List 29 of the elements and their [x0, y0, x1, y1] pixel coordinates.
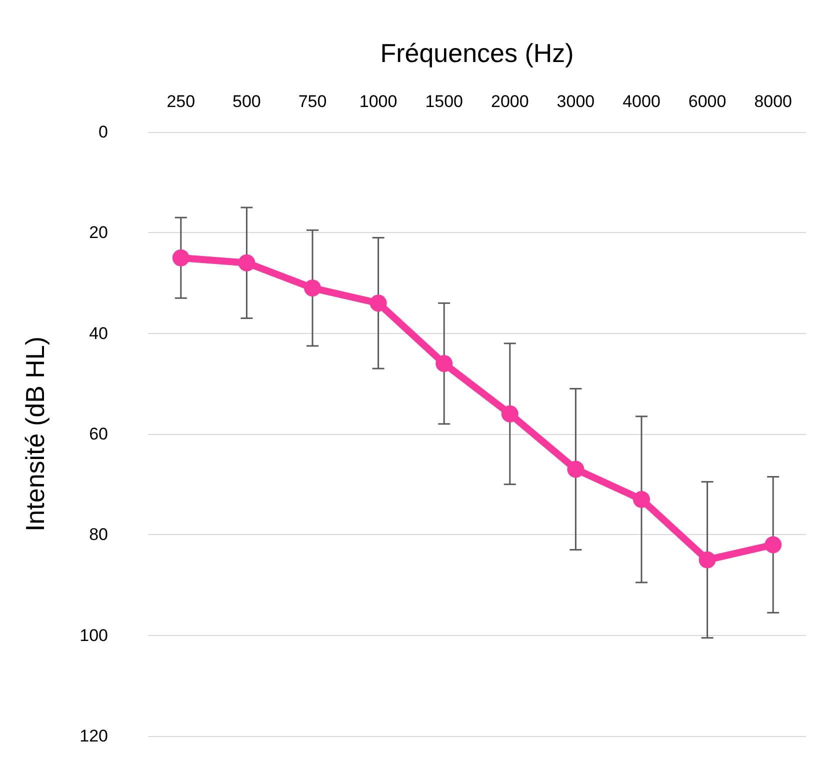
point: [501, 405, 518, 422]
x-tick-label: 2000: [490, 92, 529, 111]
point: [172, 249, 190, 266]
x-tick-label: 6000: [688, 92, 726, 111]
y-tick-label: 20: [89, 223, 108, 242]
x-tick-label: 1000: [359, 92, 398, 111]
y-tick-label: 80: [89, 525, 108, 544]
x-tick-label: 3000: [556, 92, 595, 111]
y-axis-title: Intensité (dB HL): [20, 336, 50, 532]
x-tick-label: 750: [298, 92, 327, 111]
point: [436, 355, 453, 372]
x-tick-label: 250: [166, 92, 196, 111]
y-tick-label: 120: [80, 726, 108, 746]
point: [698, 551, 716, 568]
x-tick-label: 4000: [622, 92, 660, 111]
x-tick-label: 8000: [754, 92, 792, 111]
point: [567, 460, 584, 478]
point: [238, 254, 256, 272]
x-tick-label: 1500: [425, 92, 464, 111]
y-tick-label: 40: [89, 324, 108, 343]
x-axis-title: Fréquences (Hz): [380, 38, 574, 68]
point: [633, 490, 650, 508]
y-tick-label: 100: [80, 626, 108, 645]
point: [304, 280, 321, 297]
point: [764, 536, 782, 554]
y-tick-label: 60: [89, 424, 108, 444]
point: [370, 294, 387, 312]
y-tick-label: 0: [98, 122, 108, 142]
x-tick-label: 500: [232, 92, 261, 111]
